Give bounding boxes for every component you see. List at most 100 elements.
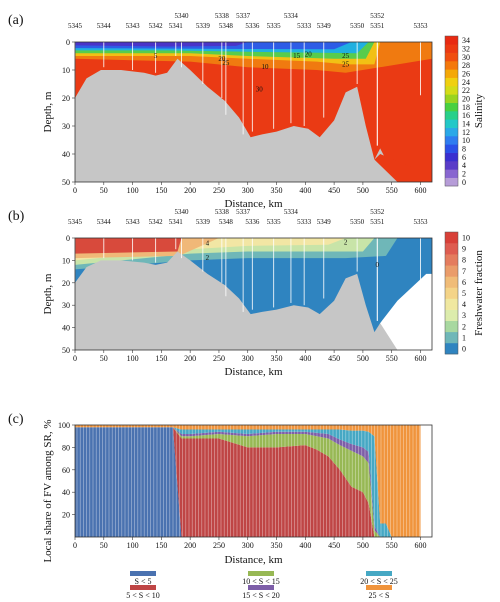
x-tick-label: 550	[386, 541, 398, 550]
station-label: 5333	[297, 218, 312, 226]
station-label: 5350	[350, 218, 365, 226]
x-tick-label: 550	[386, 354, 398, 363]
plot-frame-c	[74, 424, 433, 538]
x-tick-label: 200	[184, 186, 196, 195]
station-label: 5340	[175, 208, 190, 216]
contour-label: 30	[256, 86, 264, 94]
x-tick-label: 150	[155, 541, 167, 550]
colorbar-tick: 6	[462, 278, 466, 287]
station-label: 5348	[219, 218, 234, 226]
y-tick-label: 60	[62, 466, 70, 475]
colorbar-swatch	[445, 161, 458, 170]
colorbar-frame	[444, 35, 459, 187]
y-axis-label: Local share of FV among SR, %	[42, 419, 54, 562]
colorbar-tick: 12	[462, 128, 470, 137]
colorbar-tick: 10	[462, 136, 470, 145]
y-tick-label: 0	[66, 38, 70, 47]
x-tick-label: 100	[127, 541, 139, 550]
x-tick-label: 600	[414, 354, 426, 363]
x-tick-label: 450	[328, 541, 340, 550]
station-label: 5336	[245, 218, 260, 226]
colorbar-tick: 32	[462, 45, 470, 54]
station-label: 5340	[175, 12, 190, 20]
station-label: 5345	[68, 218, 83, 226]
legend-swatch	[248, 585, 274, 590]
stacked-area-group	[75, 425, 430, 537]
station-label: 5338	[215, 208, 230, 216]
seabed	[75, 251, 398, 350]
colorbar-tick: 26	[462, 70, 470, 79]
colorbar-swatch	[445, 287, 458, 299]
x-tick-label: 350	[271, 186, 283, 195]
colorbar-swatch	[445, 276, 458, 288]
colorbar-tick: 18	[462, 103, 470, 112]
x-tick-label: 150	[155, 186, 167, 195]
legend-label: 20 < S < 25	[360, 577, 397, 586]
colorbar-swatch	[445, 169, 458, 178]
y-tick-label: 30	[62, 122, 70, 131]
colorbar-swatch	[445, 77, 458, 87]
colorbar-tick: 3	[462, 311, 466, 320]
legend-swatch	[248, 571, 274, 576]
y-tick-label: 80	[62, 443, 70, 452]
station-label: 5334	[284, 12, 299, 20]
colorbar-tick: 16	[462, 111, 470, 120]
contour-label: 4	[206, 240, 210, 248]
colorbar-swatch	[445, 111, 458, 120]
station-label: 5349	[317, 22, 332, 30]
y-tick-label: 100	[58, 421, 70, 430]
station-label: 5337	[236, 12, 251, 20]
contour-label: 0	[376, 261, 380, 269]
colorbar-swatch	[445, 243, 458, 255]
panel-label: (c)	[8, 412, 24, 427]
station-label: 5335	[267, 22, 282, 30]
y-tick-label: 10	[62, 256, 70, 265]
x-tick-label: 500	[357, 541, 369, 550]
colorbar-tick: 8	[462, 145, 466, 154]
panel-label: (b)	[8, 209, 25, 224]
x-tick-label: 400	[299, 354, 311, 363]
station-label: 5343	[126, 218, 141, 226]
x-tick-label: 400	[299, 186, 311, 195]
colorbar-swatch	[445, 177, 458, 187]
colorbar-swatch	[445, 232, 458, 244]
station-label: 5350	[350, 22, 365, 30]
station-label: 5338	[215, 12, 230, 20]
x-tick-label: 200	[184, 354, 196, 363]
colorbar-swatch	[445, 298, 458, 310]
station-label: 5343	[126, 22, 141, 30]
contour-label: 25	[222, 59, 230, 67]
station-label: 5353	[413, 218, 428, 226]
y-tick-label: 0	[66, 234, 70, 243]
contour-label: 2	[344, 238, 348, 246]
colorbar-tick: 6	[462, 153, 466, 162]
colorbar-swatch	[445, 36, 458, 45]
x-tick-label: 350	[271, 354, 283, 363]
x-axis-label: Distance, km	[224, 366, 282, 378]
x-tick-label: 400	[299, 541, 311, 550]
seabed	[75, 58, 398, 182]
legend-swatch	[366, 571, 392, 576]
colorbar-tick: 0	[462, 178, 466, 187]
station-label: 5348	[219, 22, 234, 30]
colorbar-tick: 28	[462, 61, 470, 70]
x-tick-label: 50	[100, 541, 108, 550]
colorbar-swatch	[445, 44, 458, 53]
station-label: 5352	[370, 12, 385, 20]
y-tick-label: 50	[62, 346, 70, 355]
colorbar-tick: 5	[462, 289, 466, 298]
field-band-2	[75, 42, 248, 47]
x-tick-label: 150	[155, 354, 167, 363]
x-tick-label: 600	[414, 186, 426, 195]
x-tick-label: 0	[73, 541, 77, 550]
legend-swatch	[366, 585, 392, 590]
colorbar-swatch	[445, 254, 458, 266]
x-tick-label: 350	[271, 541, 283, 550]
x-tick-label: 0	[73, 186, 77, 195]
colorbar-frame	[444, 231, 459, 355]
contour-label: 20	[218, 55, 226, 63]
y-tick-label: 40	[62, 488, 70, 497]
colorbar-swatch	[445, 342, 458, 355]
legend-label: 25 < S	[369, 591, 390, 600]
